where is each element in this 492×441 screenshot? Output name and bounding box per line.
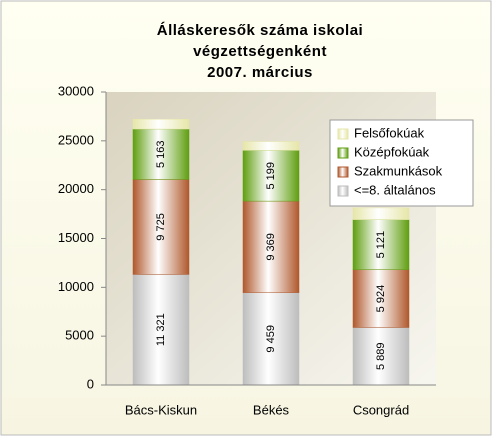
legend-label: Felsőfokúak [354, 125, 425, 140]
y-tick-label: 5000 [65, 328, 94, 343]
chart-title: végzettségenként [193, 43, 327, 60]
bar-segment [132, 119, 190, 130]
y-tick-label: 20000 [58, 181, 94, 196]
value-label: 9 725 [155, 213, 167, 241]
legend-swatch [337, 128, 349, 140]
x-tick-label: Békés [253, 402, 290, 417]
y-tick-label: 30000 [58, 83, 94, 98]
legend-swatch [337, 185, 349, 197]
value-label: 5 924 [375, 285, 387, 313]
legend-box [329, 119, 474, 207]
bar-segment [352, 327, 410, 386]
x-tick-label: Csongrád [353, 402, 409, 417]
legend-swatch [337, 166, 349, 178]
value-label: 11 321 [155, 313, 167, 346]
legend-label: <=8. általános [354, 182, 436, 197]
value-label: 9 369 [265, 233, 277, 261]
y-tick-label: 0 [87, 376, 94, 391]
value-label: 5 163 [155, 140, 167, 168]
value-label: 5 199 [265, 162, 277, 190]
legend-label: Szakmunkások [354, 163, 443, 178]
chart-title: 2007. március [207, 64, 313, 81]
legend-label: Középfokúak [354, 144, 430, 159]
bar-segment [242, 150, 300, 202]
bar-segment [242, 200, 300, 293]
chart-title: Álláskeresők száma iskolai [157, 22, 363, 39]
y-tick-label: 25000 [58, 132, 94, 147]
bar-segment [132, 128, 190, 180]
value-label: 5 121 [375, 231, 387, 259]
bar-segment [352, 207, 410, 220]
bar-segment [352, 219, 410, 270]
value-label: 9 459 [265, 325, 277, 353]
legend-swatch [337, 147, 349, 159]
y-tick-label: 10000 [58, 279, 94, 294]
bar-segment [132, 179, 190, 275]
x-tick-label: Bács-Kiskun [125, 402, 197, 417]
value-label: 5 889 [375, 342, 387, 370]
y-tick-label: 15000 [58, 230, 94, 245]
bar-segment [352, 269, 410, 328]
bar-segment [242, 141, 300, 151]
